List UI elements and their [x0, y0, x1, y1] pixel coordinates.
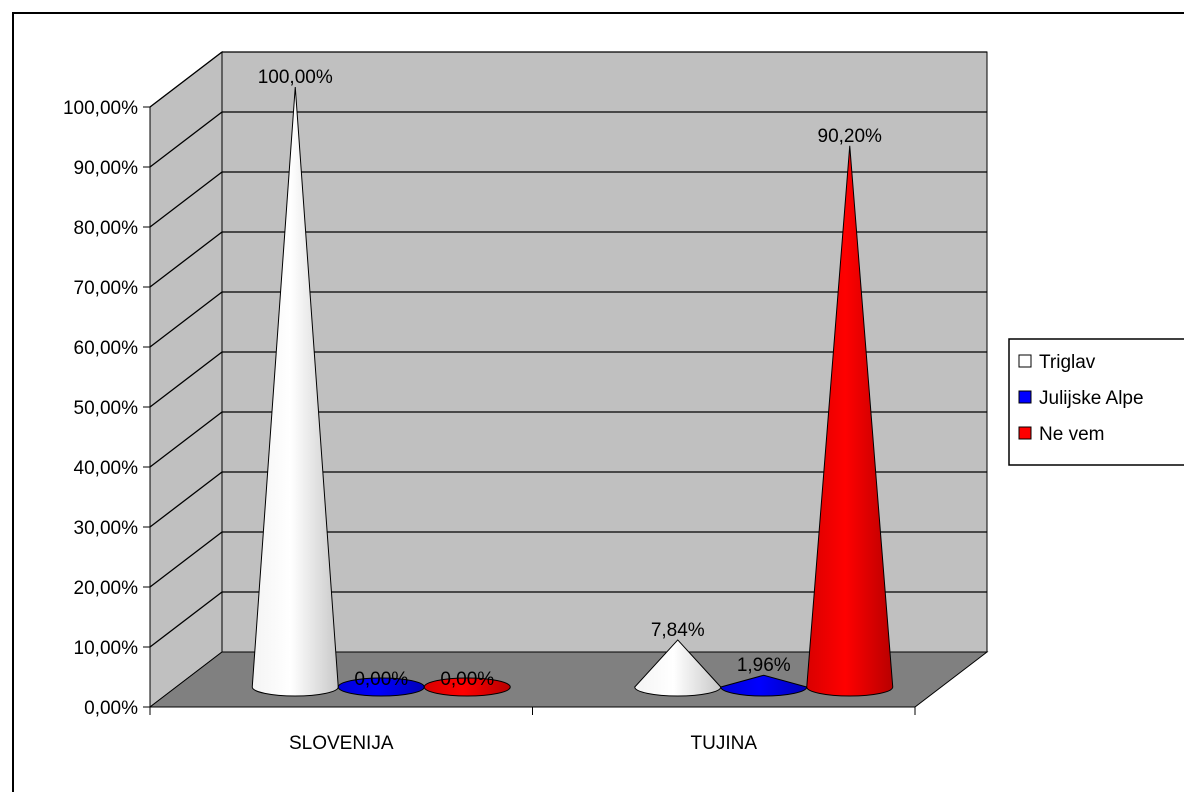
- legend-swatch: [1018, 354, 1032, 368]
- legend-swatch: [1018, 426, 1032, 440]
- legend-label: Ne vem: [1039, 424, 1104, 445]
- y-tick-label: 40,00%: [74, 458, 139, 479]
- y-tick-label: 30,00%: [74, 518, 139, 539]
- gridline-diagonal: [149, 51, 223, 108]
- cone-body: [720, 674, 808, 697]
- y-tick-label: 20,00%: [74, 578, 139, 599]
- legend-label: Julijske Alpe: [1039, 388, 1144, 409]
- cone-julijske-alpe-tujina: [720, 674, 808, 697]
- cone-body: [251, 86, 339, 697]
- cone-body: [806, 145, 894, 697]
- cone-ne-vem-tujina: [806, 145, 894, 697]
- legend-swatch: [1018, 390, 1032, 404]
- gridline-diagonal: [149, 351, 223, 408]
- gridline-diagonal: [149, 111, 223, 168]
- y-tick-label: 0,00%: [84, 698, 138, 719]
- y-tick-label: 50,00%: [74, 398, 139, 419]
- gridline-diagonal: [149, 171, 223, 228]
- cone-triglav-tujina: [634, 639, 722, 697]
- gridline-diagonal: [149, 531, 223, 588]
- y-tick-label: 60,00%: [74, 338, 139, 359]
- y-tick-label: 100,00%: [63, 98, 138, 119]
- data-label: 1,96%: [737, 655, 791, 676]
- gridline-diagonal: [149, 231, 223, 288]
- y-tick-label: 90,00%: [74, 158, 139, 179]
- y-tick-label: 70,00%: [74, 278, 139, 299]
- gridline-diagonal: [149, 411, 223, 468]
- cone-triglav-slovenija: [251, 86, 339, 697]
- category-label: TUJINA: [691, 733, 758, 754]
- legend-box: [1008, 338, 1184, 466]
- y-tick-label: 10,00%: [74, 638, 139, 659]
- cone-base-flat: [423, 677, 511, 697]
- data-label: 7,84%: [651, 620, 705, 641]
- gridline-diagonal: [149, 471, 223, 528]
- y-tick-label: 80,00%: [74, 218, 139, 239]
- gridline-diagonal: [149, 291, 223, 348]
- data-label: 0,00%: [354, 669, 408, 690]
- data-label: 0,00%: [440, 669, 494, 690]
- legend-label: Triglav: [1039, 352, 1096, 373]
- category-label: SLOVENIJA: [289, 733, 394, 754]
- data-label: 90,20%: [818, 126, 883, 147]
- gridline-diagonal: [149, 591, 223, 648]
- cone-ne-vem-slovenija: [423, 677, 511, 697]
- cone-body: [634, 639, 722, 697]
- data-label: 100,00%: [258, 67, 333, 88]
